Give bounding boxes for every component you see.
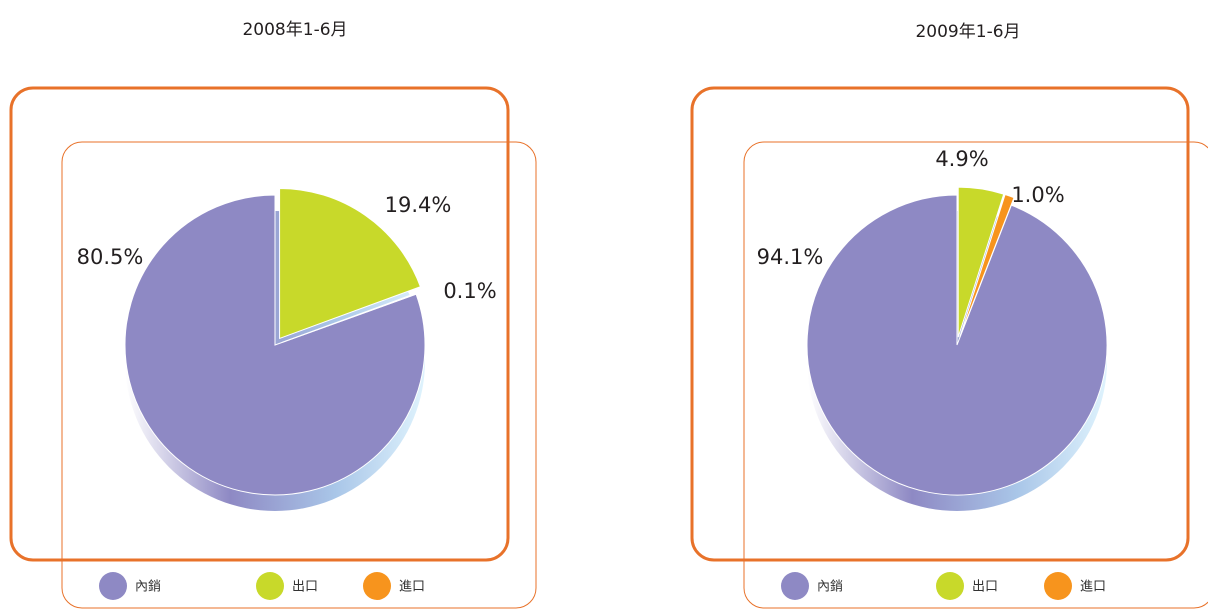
legend-swatch [363,572,391,600]
data-label: 4.9% [935,147,988,171]
data-label: 94.1% [757,245,824,269]
frame [690,86,1190,562]
legend-label: 進口 [1080,580,1106,595]
frame [9,86,510,562]
frame [61,141,537,609]
legend-swatch [781,572,809,600]
legend-label: 出口 [292,580,318,595]
data-label: 19.4% [385,193,452,217]
chart-title: 2008年1-6月 [242,20,347,40]
pie-slice [957,186,1005,338]
frame [743,141,1208,609]
data-label: 0.1% [443,279,496,303]
legend-swatch [256,572,284,600]
data-label: 1.0% [1011,183,1064,207]
legend-label: 內銷 [135,579,161,595]
data-label: 80.5% [77,245,144,269]
legend-swatch [936,572,964,600]
legend-label: 內銷 [817,579,843,595]
pie-slice [279,187,422,340]
legend-swatch [99,572,127,600]
legend-label: 出口 [972,580,998,595]
pie-slice [282,289,425,343]
chart-title: 2009年1-6月 [915,22,1020,42]
pie-slice [124,194,426,496]
legend-swatch [1044,572,1072,600]
legend-label: 進口 [399,580,425,595]
pie-slice [959,193,1015,338]
pie-slice [806,194,1108,496]
